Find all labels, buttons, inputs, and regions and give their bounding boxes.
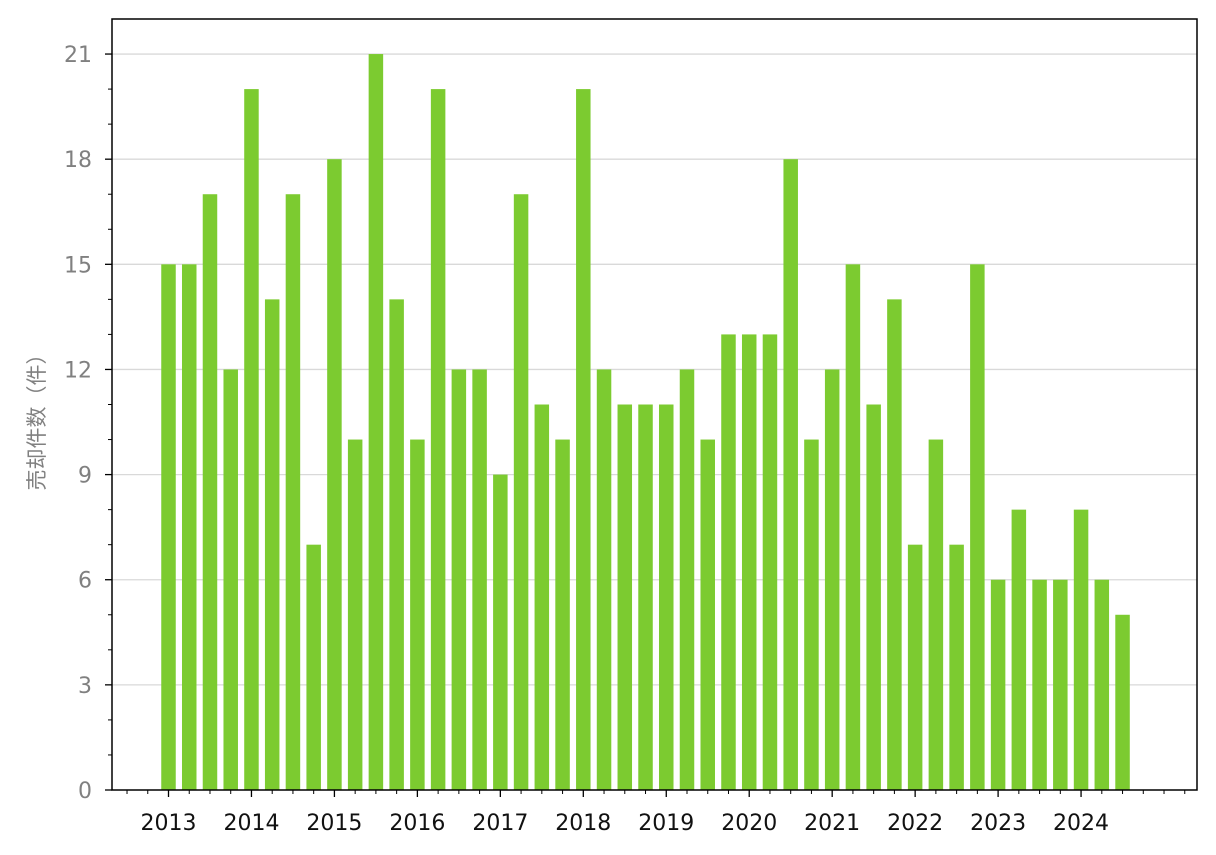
- bar: [617, 404, 633, 790]
- y-tick-label: 12: [64, 358, 92, 383]
- bar: [410, 439, 425, 790]
- bar: [223, 369, 238, 790]
- bar: [493, 474, 508, 790]
- bar: [1094, 579, 1110, 790]
- bar: [1053, 579, 1068, 790]
- bar: [576, 89, 591, 790]
- bar: [347, 439, 363, 790]
- bar: [327, 159, 342, 790]
- y-tick-label: 21: [64, 43, 92, 68]
- bar: [264, 299, 280, 790]
- bar: [451, 369, 467, 790]
- y-tick-label: 3: [78, 674, 92, 699]
- bar: [907, 544, 923, 790]
- x-tick-label: 2022: [887, 811, 943, 836]
- bar: [1115, 614, 1130, 790]
- bar: [513, 194, 529, 790]
- labels-layer: 0 3 6 9 12 15 18 21 2013 2014 2015 2016 2017 2018 2019…: [64, 43, 1109, 836]
- bar: [1011, 509, 1027, 790]
- y-tick-label: 6: [78, 569, 92, 594]
- x-tick-label: 2013: [141, 811, 197, 836]
- x-tick-label: 2014: [223, 811, 279, 836]
- x-tick-label: 2024: [1053, 811, 1109, 836]
- bar: [949, 544, 964, 790]
- x-tick-label: 2019: [638, 811, 694, 836]
- bar: [659, 404, 674, 790]
- bar: [1032, 579, 1047, 790]
- y-axis-title: 売却件数（件）: [25, 344, 49, 491]
- x-tick-label: 2017: [472, 811, 528, 836]
- bar: [970, 264, 985, 790]
- bar: [389, 299, 404, 790]
- bar: [866, 404, 881, 790]
- bar: [368, 54, 384, 790]
- bar: [1073, 509, 1089, 790]
- bar: [824, 369, 840, 790]
- x-tick-label: 2018: [555, 811, 611, 836]
- bar: [244, 89, 259, 790]
- bar: [534, 404, 550, 790]
- bar: [928, 439, 944, 790]
- bar: [721, 334, 736, 790]
- bars-layer: [161, 54, 1130, 790]
- bar: [202, 194, 218, 790]
- x-tick-label: 2015: [306, 811, 362, 836]
- y-tick-label: 18: [64, 148, 92, 173]
- bar: [700, 439, 715, 790]
- bar: [762, 334, 778, 790]
- x-tick-label: 2016: [389, 811, 445, 836]
- bar: [161, 264, 176, 790]
- bar: [741, 334, 757, 790]
- bar: [638, 404, 653, 790]
- bar: [596, 369, 612, 790]
- bar: [783, 159, 798, 790]
- bar: [181, 264, 197, 790]
- x-tick-label: 2020: [721, 811, 777, 836]
- x-tick-label: 2023: [970, 811, 1026, 836]
- y-tick-label: 9: [78, 464, 92, 489]
- bar: [430, 89, 446, 790]
- bar: [990, 579, 1006, 790]
- bar: [804, 439, 819, 790]
- bar: [555, 439, 570, 790]
- bar: [679, 369, 695, 790]
- bar: [472, 369, 487, 790]
- bar: [306, 544, 321, 790]
- axes-layer: [105, 18, 1198, 797]
- bar: [887, 299, 902, 790]
- x-tick-label: 2021: [804, 811, 860, 836]
- y-tick-label: 15: [64, 253, 92, 278]
- bar: [845, 264, 861, 790]
- y-tick-label: 0: [78, 779, 92, 804]
- bar: [285, 194, 301, 790]
